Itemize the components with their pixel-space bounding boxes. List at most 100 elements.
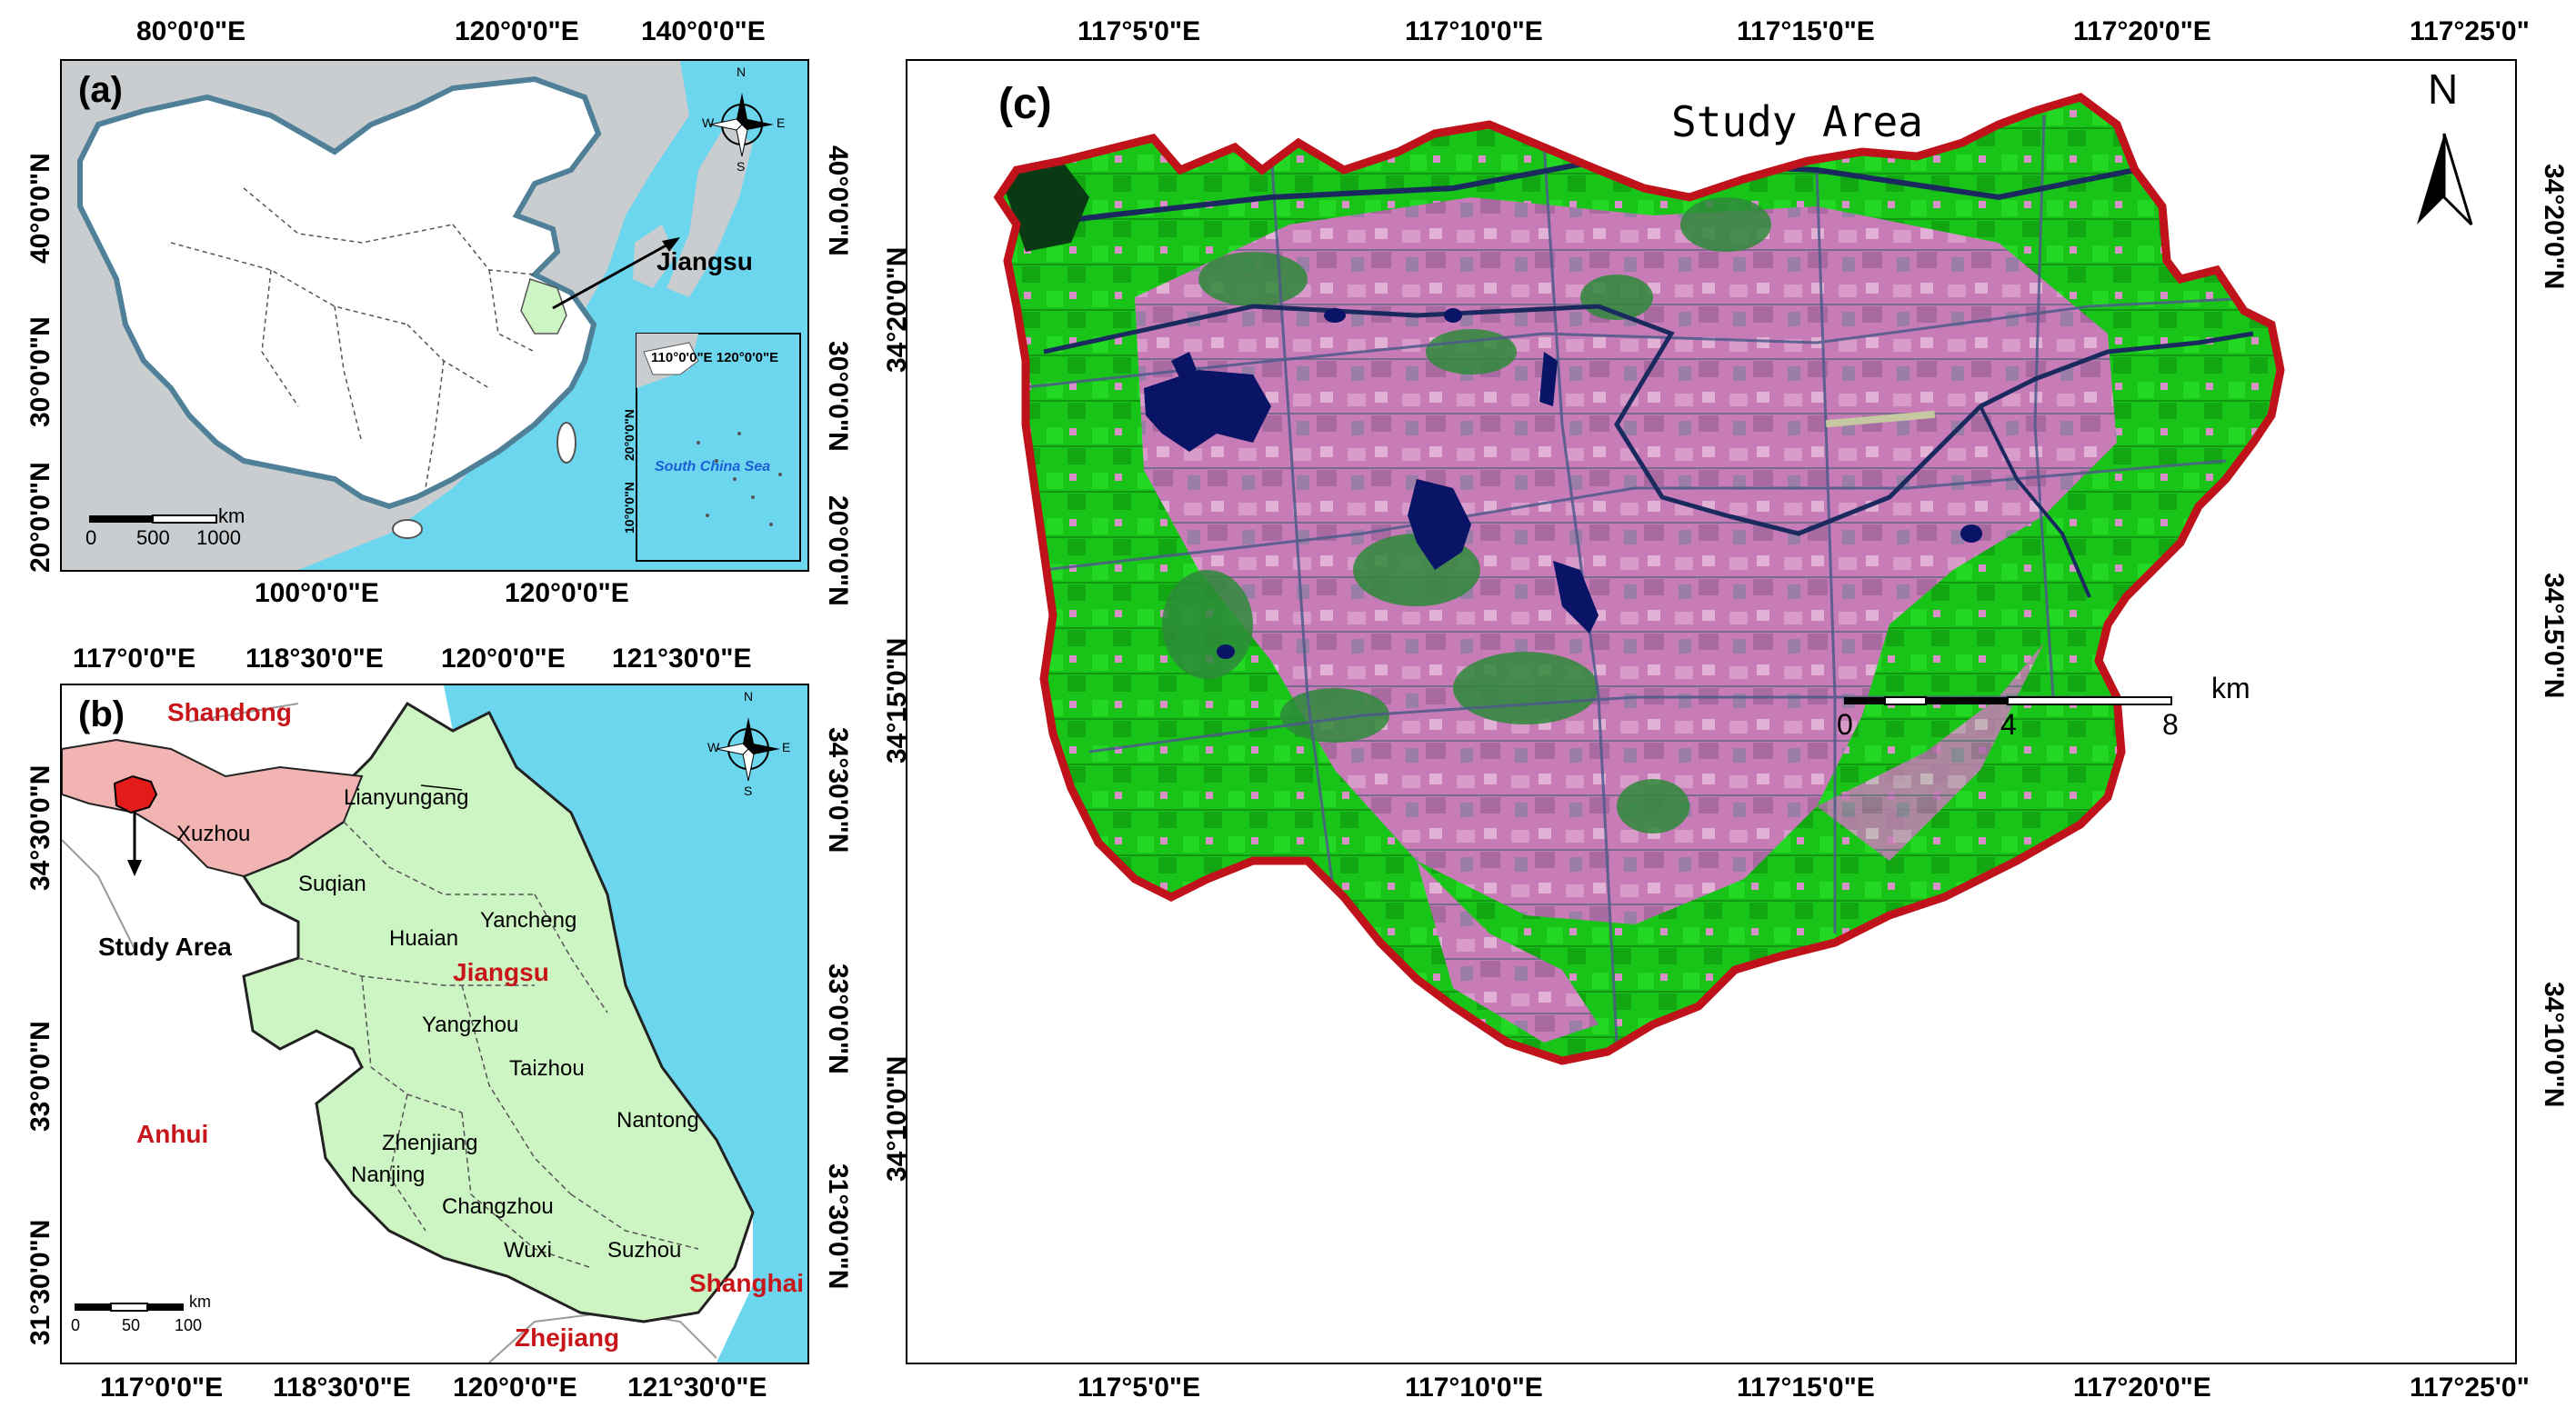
panel-c-bottom-tick: 117°20'0"E (2073, 1373, 2211, 1403)
panel-c-top-tick: 117°15'0"E (1737, 16, 1875, 46)
southeast-lake (1553, 561, 1599, 634)
panel-b-top-tick: 117°0'0"E (73, 644, 196, 674)
water-bodies (1108, 121, 1982, 659)
city-yangzhou: Yangzhou (422, 1013, 519, 1037)
panel-a-right-tick: 20°0'0"N (823, 495, 853, 606)
panel-a-left-tick: 30°0'0"N (25, 316, 55, 427)
city-zhenjiang: Zhenjiang (382, 1131, 478, 1155)
china-shape (77, 75, 602, 510)
city-changzhou: Changzhou (442, 1194, 554, 1219)
road-network (1016, 115, 2272, 1044)
panel-a-top-tick: 140°0'0"E (641, 16, 766, 46)
jiangsu-callout-arrowhead (662, 237, 680, 252)
panel-a-svg (62, 61, 801, 570)
panel-a-scale-bar (89, 514, 217, 524)
inset-sea-label: South China Sea (655, 459, 771, 474)
panel-c-scale-label: 4 (2000, 708, 2017, 741)
study-area-pointer-arrowhead (127, 860, 142, 876)
panel-b-left-tick: 34°30'0"N (25, 764, 55, 891)
city-nantong: Nantong (616, 1108, 699, 1133)
panel-c-top-tick: 117°25'0" (2410, 16, 2530, 46)
panel-a-left-tick: 40°0'0"N (25, 153, 55, 264)
neighbor-shanghai: Shanghai (689, 1269, 805, 1297)
panel-b-map: (b) Shandong Anhui Zhejiang Shanghai Jia… (60, 684, 809, 1364)
compass-e-label: E (782, 740, 791, 754)
xuzhou-shape (62, 738, 364, 878)
panel-b-bottom-tick: 117°0'0"E (100, 1373, 224, 1403)
panel-a-compass-icon (709, 93, 774, 157)
panel-c-top-tick: 117°20'0"E (2073, 16, 2211, 46)
compass-w-label: W (707, 740, 720, 754)
jiangsu-highlight (520, 278, 567, 335)
province-boundaries (170, 187, 536, 489)
inset-title: 110°0'0"E 120°0'0"E (651, 350, 779, 365)
sea-area (444, 685, 807, 1363)
jiangsu-callout-line (552, 241, 672, 310)
city-lianyungang: Lianyungang (344, 785, 469, 810)
panel-c-right-tick: 34°10'0"N (2539, 982, 2569, 1108)
panel-c-map: (c) Study Area N km 0 4 8 (906, 59, 2517, 1364)
city-boundaries (297, 821, 699, 1268)
jiangsu-callout-label: Jiangsu (657, 247, 753, 275)
panel-b-label: (b) (78, 694, 125, 734)
panel-a-right-tick: 30°0'0"N (823, 341, 853, 452)
north-arrow-icon (2417, 133, 2473, 226)
study-area-shape (113, 774, 158, 814)
panel-b-right-tick: 34°30'0"N (823, 727, 853, 854)
neighbor-shandong: Shandong (167, 698, 292, 726)
panel-c-bottom-tick: 117°10'0"E (1405, 1373, 1543, 1403)
taiwan-shape (556, 422, 576, 464)
panel-c-scale-bar (1844, 696, 2172, 705)
panel-b-top-tick: 121°30'0"E (612, 644, 752, 674)
panel-b-right-tick: 31°30'0"N (823, 1163, 853, 1290)
compass-s-label: S (744, 784, 753, 798)
inset-lat-tick: 10°0'0"N (622, 482, 636, 534)
panel-a-top-tick: 120°0'0"E (455, 16, 579, 46)
panel-c-right-tick: 34°15'0"N (2539, 573, 2569, 699)
urban-core (1135, 197, 2117, 924)
city-huaian: Huaian (389, 926, 459, 951)
province-name-jiangsu: Jiangsu (453, 958, 549, 986)
inset-lat-tick: 20°0'0"N (622, 409, 636, 461)
panel-c-scale-label: 0 (1837, 708, 1853, 741)
dalong-lake (1408, 479, 1471, 570)
city-wuxi: Wuxi (504, 1238, 552, 1263)
neighbor-anhui: Anhui (136, 1120, 209, 1148)
panel-b-scale-bar (75, 1303, 184, 1312)
compass-n-label: N (737, 65, 747, 79)
panel-b-bottom-tick: 121°30'0"E (627, 1373, 767, 1403)
panel-b-scale-label: 0 (71, 1316, 81, 1334)
panel-c-scale-unit: km (2211, 672, 2250, 704)
panel-b-top-tick: 120°0'0"E (441, 644, 566, 674)
panel-a-scale-label: 1000 (196, 526, 241, 549)
panel-c-top-tick: 117°10'0"E (1405, 16, 1543, 46)
city-suzhou: Suzhou (607, 1238, 682, 1263)
panel-b-svg (62, 685, 807, 1363)
compass-w-label: W (702, 115, 715, 130)
east-lake (1539, 352, 1558, 406)
hainan-shape (392, 519, 423, 539)
panel-c-svg (907, 61, 2473, 1363)
city-suqian: Suqian (298, 872, 366, 896)
river (1043, 304, 2254, 536)
panel-b-top-tick: 118°30'0"E (246, 644, 384, 674)
panel-c-right-tick: 34°20'0"N (2539, 164, 2569, 290)
panel-b-right-tick: 33°0'0"N (823, 964, 853, 1074)
panel-a-map: (a) Jiangsu 110°0'0"E 120°0'0"E South Ch… (60, 59, 809, 572)
panel-b-bottom-tick: 120°0'0"E (453, 1373, 577, 1403)
panel-a-top-tick: 80°0'0"E (136, 16, 246, 46)
panel-a-label: (a) (78, 70, 123, 110)
compass-n-label: N (744, 689, 754, 704)
city-nanjing: Nanjing (351, 1163, 426, 1187)
panel-b-scale-label: 100 (175, 1316, 203, 1334)
panel-c-label: (c) (998, 80, 1052, 128)
panel-a-left-tick: 20°0'0"N (25, 462, 55, 573)
city-xuzhou: Xuzhou (176, 822, 251, 846)
city-yancheng: Yancheng (480, 908, 577, 933)
panel-a-bottom-tick: 100°0'0"E (255, 578, 379, 608)
panel-c-scale-label: 8 (2162, 708, 2179, 741)
panel-c-top-tick: 117°5'0"E (1078, 16, 1201, 46)
yunlong-lake (1144, 370, 1271, 452)
compass-s-label: S (737, 159, 746, 174)
neighbor-zhejiang: Zhejiang (515, 1323, 620, 1352)
